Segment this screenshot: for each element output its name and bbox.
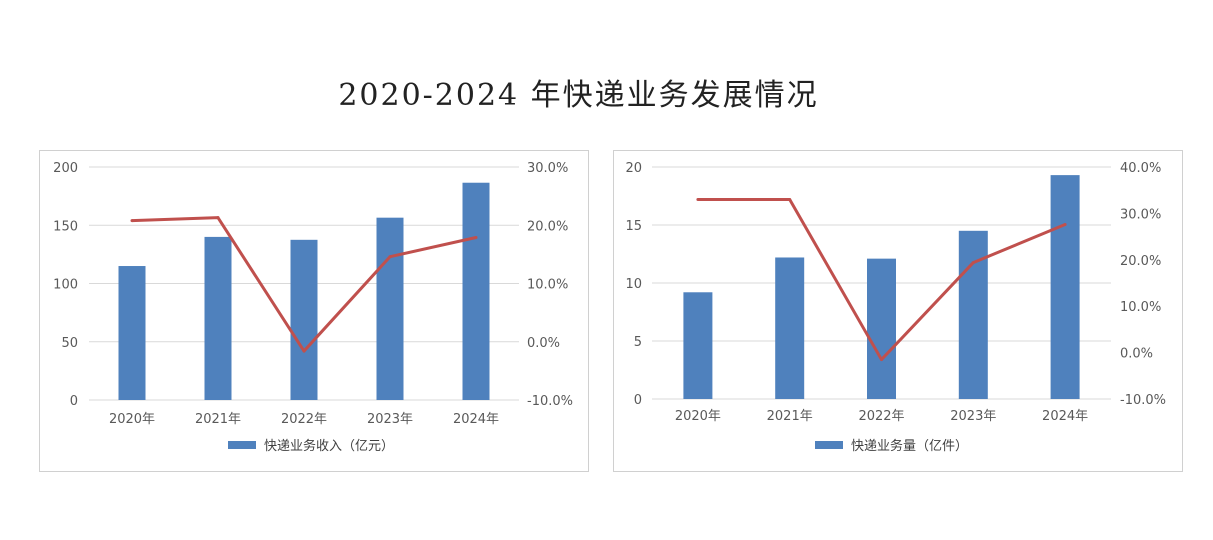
bar (290, 239, 318, 400)
y-left-tick-label: 50 (61, 336, 78, 351)
volume-chart-panel: 0 5 10 15 20 -10.0% 0.0% 10.0% 20.0% 30.0% 40.0% 20… (613, 150, 1183, 472)
y-right-tick-label: 0.0% (1120, 347, 1153, 362)
x-category-label: 2020年 (109, 412, 155, 427)
line-point (971, 261, 975, 265)
line-point (788, 197, 792, 201)
line-point (696, 197, 700, 201)
line-point (388, 255, 392, 259)
bar (118, 266, 146, 400)
legend-label: 快递业务收入（亿元） (264, 438, 394, 454)
y-left-tick-label: 10 (625, 277, 642, 292)
y-right-tick-label: -10.0% (527, 394, 573, 409)
bar (376, 217, 404, 400)
y-left-tick-label: 0 (70, 394, 78, 409)
y-right-tick-label: 0.0% (527, 336, 560, 351)
y-left-tick-label: 0 (634, 393, 642, 408)
y-left-tick-label: 20 (625, 161, 642, 176)
revenue-chart-panel: 0 50 100 150 200 -10.0% 0.0% 10.0% 20.0% 30.0% 202… (39, 150, 589, 472)
line-point (216, 216, 220, 220)
y-right-tick-label: 10.0% (527, 278, 568, 293)
x-category-label: 2022年 (281, 412, 327, 427)
volume-chart: 0 5 10 15 20 -10.0% 0.0% 10.0% 20.0% 30.0% 40.0% 20… (625, 161, 1166, 454)
bar (204, 236, 232, 400)
legend-swatch (228, 441, 256, 449)
revenue-chart: 0 50 100 150 200 -10.0% 0.0% 10.0% 20.0% 30.0% 202… (53, 161, 573, 454)
x-category-label: 2022年 (858, 409, 904, 424)
x-category-label: 2021年 (195, 412, 241, 427)
y-right-tick-label: 30.0% (1120, 207, 1161, 222)
bar (867, 258, 896, 399)
bar (958, 230, 988, 399)
line-point (1063, 223, 1067, 227)
y-right-tick-label: 10.0% (1120, 300, 1161, 315)
bar (683, 292, 713, 399)
legend-swatch (815, 441, 843, 449)
x-category-label: 2024年 (453, 412, 499, 427)
y-right-tick-label: -10.0% (1120, 393, 1166, 408)
line-point (130, 219, 134, 223)
x-category-label: 2023年 (950, 409, 996, 424)
y-left-tick-label: 150 (53, 219, 78, 234)
bar (462, 182, 490, 400)
bar (1050, 175, 1080, 399)
y-right-tick-label: 20.0% (1120, 254, 1161, 269)
y-left-tick-label: 200 (53, 161, 78, 176)
y-right-tick-label: 30.0% (527, 161, 568, 176)
x-category-label: 2023年 (367, 412, 413, 427)
y-right-tick-label: 40.0% (1120, 161, 1161, 176)
page-title: 2020-2024 年快递业务发展情况 (338, 78, 819, 113)
y-left-tick-label: 15 (625, 219, 642, 234)
line-point (880, 358, 883, 362)
x-category-label: 2021年 (767, 409, 813, 424)
x-category-label: 2020年 (675, 409, 721, 424)
legend-label: 快递业务量（亿件） (851, 438, 968, 454)
y-left-tick-label: 100 (53, 278, 78, 293)
line-point (302, 349, 306, 353)
y-left-tick-label: 5 (634, 335, 642, 350)
y-right-tick-label: 20.0% (527, 219, 568, 234)
line-point (474, 235, 478, 239)
x-category-label: 2024年 (1042, 409, 1088, 424)
bar (775, 257, 805, 399)
